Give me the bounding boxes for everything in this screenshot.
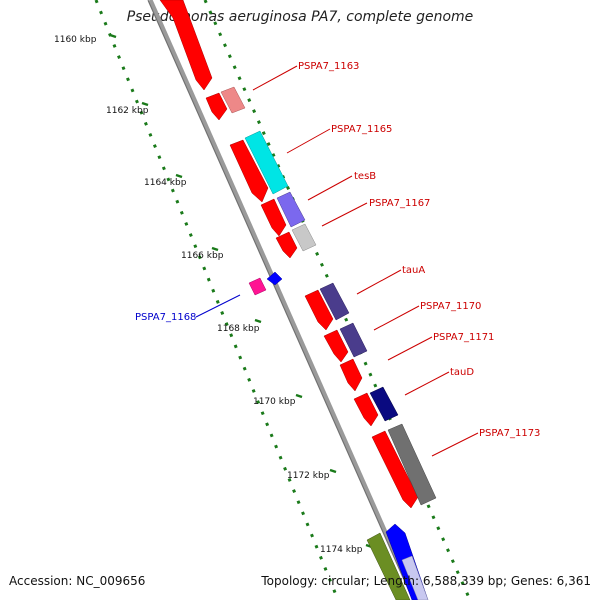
scale-label-1168: 1168 kbp — [217, 324, 260, 334]
gene-arrow-red[interactable] — [275, 231, 298, 259]
gene-label-pspa7-1171[interactable]: PSPA7_1171 — [433, 332, 494, 343]
accession-label: Accession: NC_009656 — [9, 574, 146, 588]
gene-label-pspa7-1167[interactable]: PSPA7_1167 — [369, 198, 430, 209]
scale-label-1162: 1162 kbp — [106, 106, 149, 116]
gene-arrow-red[interactable] — [304, 289, 334, 331]
gene-arrow-slate[interactable] — [319, 282, 350, 321]
gene-arrow-magenta[interactable] — [248, 277, 267, 296]
gene-label-taua[interactable]: tauA — [402, 265, 425, 276]
gene-features — [159, 0, 437, 600]
gene-arrow-red[interactable] — [339, 358, 363, 392]
ruler-track-outer — [203, 0, 472, 600]
genome-summary: Topology: circular; Length: 6,588,339 bp… — [261, 574, 591, 588]
gene-arrow-olive[interactable] — [366, 532, 411, 600]
scale-label-1174: 1174 kbp — [320, 545, 363, 555]
gene-arrow-blue[interactable] — [266, 271, 283, 286]
gene-arrow-red[interactable] — [323, 329, 349, 363]
scale-label-1172: 1172 kbp — [287, 471, 330, 481]
gene-arrow-red[interactable] — [353, 392, 379, 427]
gene-arrow-lavender[interactable] — [276, 191, 306, 228]
gene-arrow-cyan[interactable] — [244, 130, 289, 195]
gene-arrow-slate[interactable] — [339, 322, 368, 358]
gene-arrow-red[interactable] — [229, 139, 269, 203]
gene-arrow-lavender[interactable] — [401, 555, 429, 600]
gene-arrow-pink[interactable] — [220, 86, 246, 114]
map-title: Pseudomonas aeruginosa PA7, complete gen… — [126, 9, 474, 25]
gene-arrow-red[interactable] — [260, 198, 287, 237]
gene-label-pspa7-1168[interactable]: PSPA7_1168 — [135, 312, 196, 323]
gene-arrow-gray[interactable] — [291, 223, 317, 252]
gene-arrow-navy[interactable] — [369, 386, 399, 422]
gene-label-pspa7-1163[interactable]: PSPA7_1163 — [298, 61, 359, 72]
scale-label-1160: 1160 kbp — [54, 35, 97, 45]
scale-label-1166: 1166 kbp — [181, 251, 224, 261]
gene-label-taud[interactable]: tauD — [450, 367, 474, 378]
gene-label-pspa7-1165[interactable]: PSPA7_1165 — [331, 124, 392, 135]
gene-arrow-red[interactable] — [159, 0, 213, 91]
gene-label-pspa7-1173[interactable]: PSPA7_1173 — [479, 428, 540, 439]
scale-label-1170: 1170 kbp — [253, 397, 296, 407]
genome-backbone — [147, 0, 418, 600]
gene-label-pspa7-1170[interactable]: PSPA7_1170 — [420, 301, 481, 312]
scale-label-1164: 1164 kbp — [144, 178, 187, 188]
ruler-track-inner — [94, 0, 340, 600]
gene-arrow-red[interactable] — [205, 92, 228, 121]
gene-arrow-darkgray[interactable] — [387, 423, 437, 506]
gene-arrow-red[interactable] — [371, 430, 419, 509]
gene-label-tesb[interactable]: tesB — [354, 171, 376, 182]
